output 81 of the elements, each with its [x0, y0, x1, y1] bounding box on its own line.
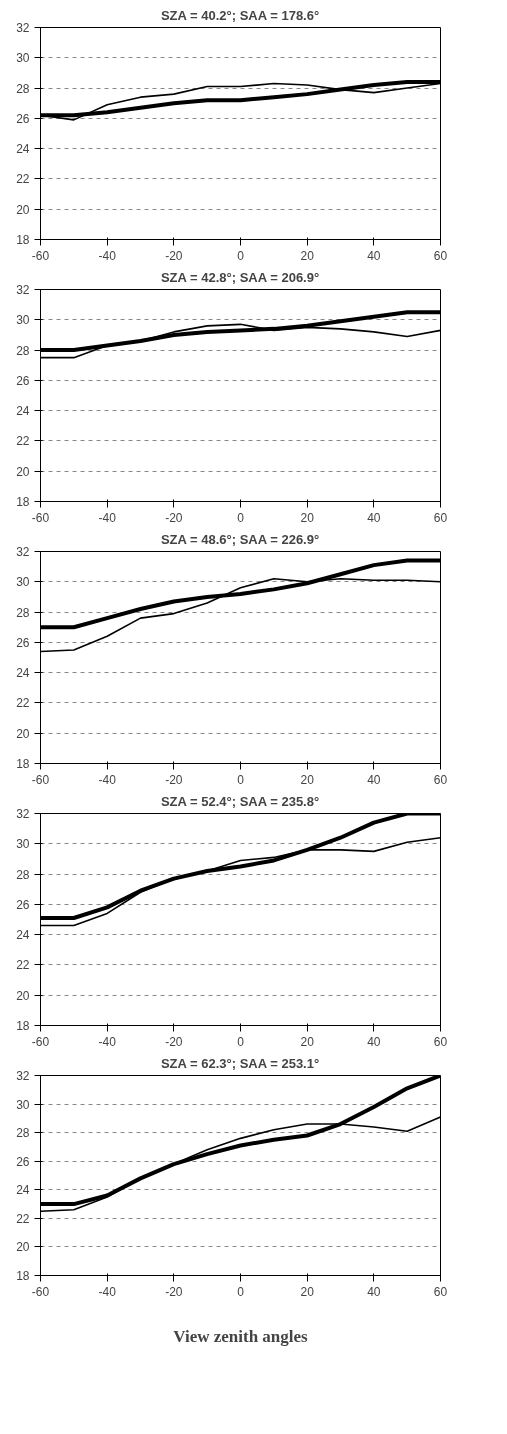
x-tick-label: -40: [98, 510, 117, 525]
y-tick-label: 30: [16, 837, 30, 852]
x-tick-label: 0: [237, 248, 245, 263]
x-tick-label: -20: [165, 510, 183, 525]
x-tick-label: -20: [165, 1034, 183, 1049]
x-tick-label: 60: [433, 1034, 448, 1049]
chart-title: SZA = 42.8°; SAA = 206.9°: [160, 269, 320, 285]
y-tick-label: 28: [16, 343, 30, 358]
y-tick-label: 22: [16, 696, 30, 711]
y-tick-label: 28: [16, 605, 30, 620]
x-tick-label: -60: [31, 772, 50, 787]
chart-title: SZA = 62.3°; SAA = 253.1°: [160, 1055, 320, 1071]
x-tick-label: 40: [367, 1034, 381, 1049]
y-tick-label: 26: [16, 1154, 30, 1169]
x-tick-label: 0: [237, 1034, 245, 1049]
y-tick-label: 30: [16, 1097, 30, 1112]
x-tick-label: 40: [367, 510, 381, 525]
x-tick-label: -20: [165, 1284, 183, 1299]
x-tick-label: -60: [31, 510, 50, 525]
x-tick-label: -60: [31, 1034, 50, 1049]
x-tick-label: 20: [300, 1284, 315, 1299]
x-tick-label: 60: [433, 1284, 448, 1299]
x-tick-label: 60: [433, 510, 448, 525]
y-tick-label: 24: [16, 404, 30, 419]
y-tick-label: 30: [16, 575, 30, 590]
x-tick-label: 0: [237, 1284, 245, 1299]
x-tick-label: -20: [165, 772, 183, 787]
x-axis-title: View zenith angles: [173, 1326, 309, 1346]
y-tick-label: 28: [16, 867, 30, 882]
y-tick-label: 32: [16, 807, 30, 821]
x-tick-label: 60: [433, 248, 448, 263]
y-tick-label: 28: [16, 81, 30, 96]
y-tick-label: 26: [16, 897, 30, 912]
x-tick-label: -40: [98, 1284, 117, 1299]
x-tick-label: 20: [300, 1034, 315, 1049]
x-tick-label: 0: [237, 510, 245, 525]
y-tick-label: 22: [16, 958, 30, 973]
chart-title: SZA = 48.6°; SAA = 226.9°: [160, 531, 320, 547]
x-tick-label: 20: [300, 510, 315, 525]
y-tick-label: 24: [16, 142, 30, 157]
x-tick-label: 20: [300, 248, 315, 263]
x-tick-label: 60: [433, 772, 448, 787]
y-tick-label: 22: [16, 172, 30, 187]
x-tick-label: -40: [98, 772, 117, 787]
y-tick-label: 30: [16, 313, 30, 328]
y-tick-label: 32: [16, 545, 30, 559]
y-tick-label: 20: [16, 464, 30, 479]
y-tick-label: 32: [16, 21, 30, 35]
y-tick-label: 20: [16, 988, 30, 1003]
y-tick-label: 18: [16, 1269, 30, 1283]
x-tick-label: -60: [31, 248, 50, 263]
x-tick-label: -40: [98, 1034, 117, 1049]
chart-title: SZA = 40.2°; SAA = 178.6°: [160, 7, 320, 23]
y-tick-label: 18: [16, 1019, 30, 1033]
y-tick-label: 22: [16, 434, 30, 449]
y-tick-label: 32: [16, 1069, 30, 1083]
y-tick-label: 28: [16, 1126, 30, 1141]
y-tick-label: 24: [16, 666, 30, 681]
y-tick-label: 24: [16, 1183, 30, 1198]
x-tick-label: 20: [300, 772, 315, 787]
x-tick-label: -20: [165, 248, 183, 263]
y-tick-label: 18: [16, 495, 30, 509]
x-tick-label: -60: [31, 1284, 50, 1299]
y-tick-label: 22: [16, 1211, 30, 1226]
x-tick-label: 40: [367, 1284, 381, 1299]
x-tick-label: 40: [367, 248, 381, 263]
y-tick-label: 26: [16, 373, 30, 388]
x-tick-label: -40: [98, 248, 117, 263]
y-tick-label: 30: [16, 51, 30, 66]
y-tick-label: 32: [16, 283, 30, 297]
x-tick-label: 0: [237, 772, 245, 787]
y-tick-label: 20: [16, 202, 30, 217]
y-tick-label: 26: [16, 111, 30, 126]
y-tick-label: 26: [16, 635, 30, 650]
chart-title: SZA = 52.4°; SAA = 235.8°: [160, 793, 320, 809]
y-tick-label: 20: [16, 1240, 30, 1255]
y-tick-label: 18: [16, 233, 30, 247]
y-tick-label: 18: [16, 757, 30, 771]
x-tick-label: 40: [367, 772, 381, 787]
y-tick-label: 24: [16, 928, 30, 943]
y-tick-label: 20: [16, 726, 30, 741]
